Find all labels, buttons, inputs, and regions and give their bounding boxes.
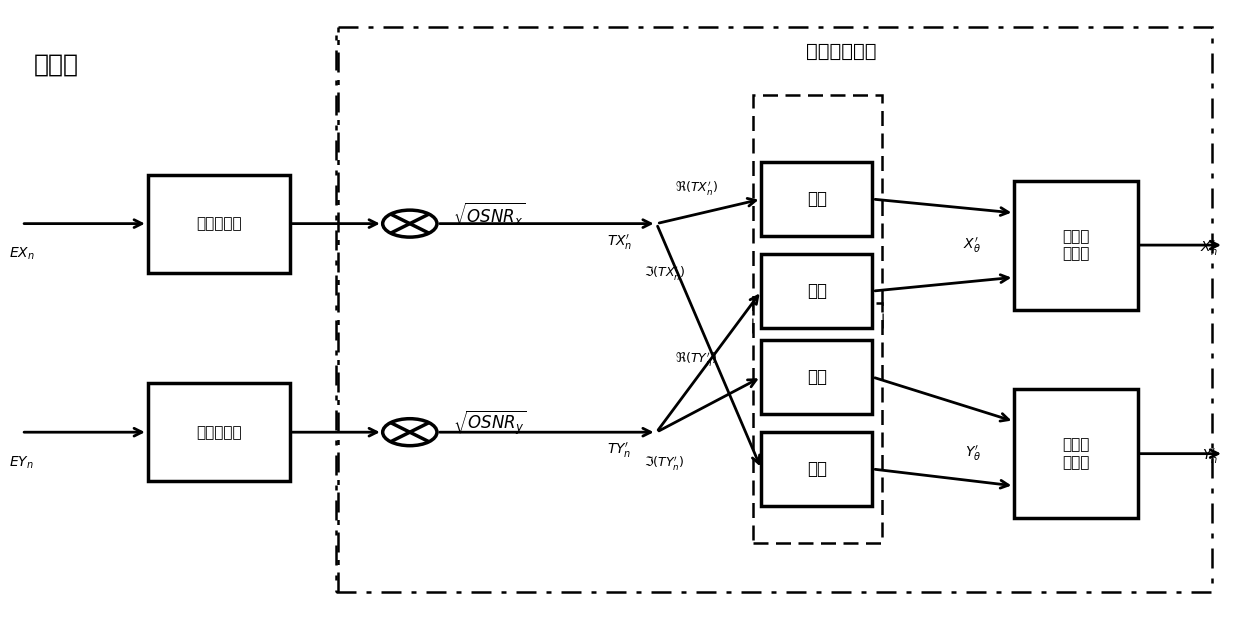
Text: 信噪比估计: 信噪比估计 <box>196 216 242 231</box>
Bar <box>761 254 872 328</box>
Bar <box>336 27 1212 592</box>
Text: $Y_{\theta}'$: $Y_{\theta}'$ <box>965 444 981 463</box>
Text: 极大似
然估计: 极大似 然估计 <box>1062 229 1089 261</box>
Bar <box>1015 181 1137 310</box>
Text: $EX_n$: $EX_n$ <box>9 246 35 262</box>
Bar <box>147 175 290 273</box>
Bar <box>761 162 872 236</box>
Text: 实部: 实部 <box>807 190 826 208</box>
Text: $X_n'$: $X_n'$ <box>1201 238 1218 258</box>
Text: $\sqrt{\mathit{OSNR}_y}$: $\sqrt{\mathit{OSNR}_y}$ <box>453 409 527 437</box>
Bar <box>761 340 872 413</box>
Text: $Y_n'$: $Y_n'$ <box>1202 447 1218 466</box>
Text: 极大似
然估计: 极大似 然估计 <box>1062 438 1089 470</box>
Text: 虚部: 虚部 <box>807 460 826 478</box>
Text: $\Re(TX_n')$: $\Re(TX_n')$ <box>675 179 717 197</box>
Text: $EY_n$: $EY_n$ <box>9 455 33 471</box>
Bar <box>753 95 882 334</box>
Text: $\sqrt{\mathit{OSNR}_x}$: $\sqrt{\mathit{OSNR}_x}$ <box>453 201 525 228</box>
Text: 虚部: 虚部 <box>807 282 826 300</box>
Text: $TY_n'$: $TY_n'$ <box>607 441 632 460</box>
Bar <box>753 303 882 543</box>
Text: 实部: 实部 <box>807 368 826 386</box>
Text: 接收方: 接收方 <box>33 52 78 76</box>
Text: 信噪比估计: 信噪比估计 <box>196 425 242 439</box>
Text: $\Im(TX_n')$: $\Im(TX_n')$ <box>644 264 685 282</box>
Text: 极化成对解码: 极化成对解码 <box>807 42 877 61</box>
Text: $\Re(TY_n')$: $\Re(TY_n')$ <box>675 350 717 368</box>
Text: $TX_n'$: $TX_n'$ <box>607 232 632 251</box>
Text: $X_{\theta}'$: $X_{\theta}'$ <box>963 235 981 254</box>
Bar <box>761 432 872 506</box>
Bar <box>147 383 290 481</box>
Bar <box>1015 389 1137 518</box>
Text: $\Im(TY_n')$: $\Im(TY_n')$ <box>644 454 685 472</box>
